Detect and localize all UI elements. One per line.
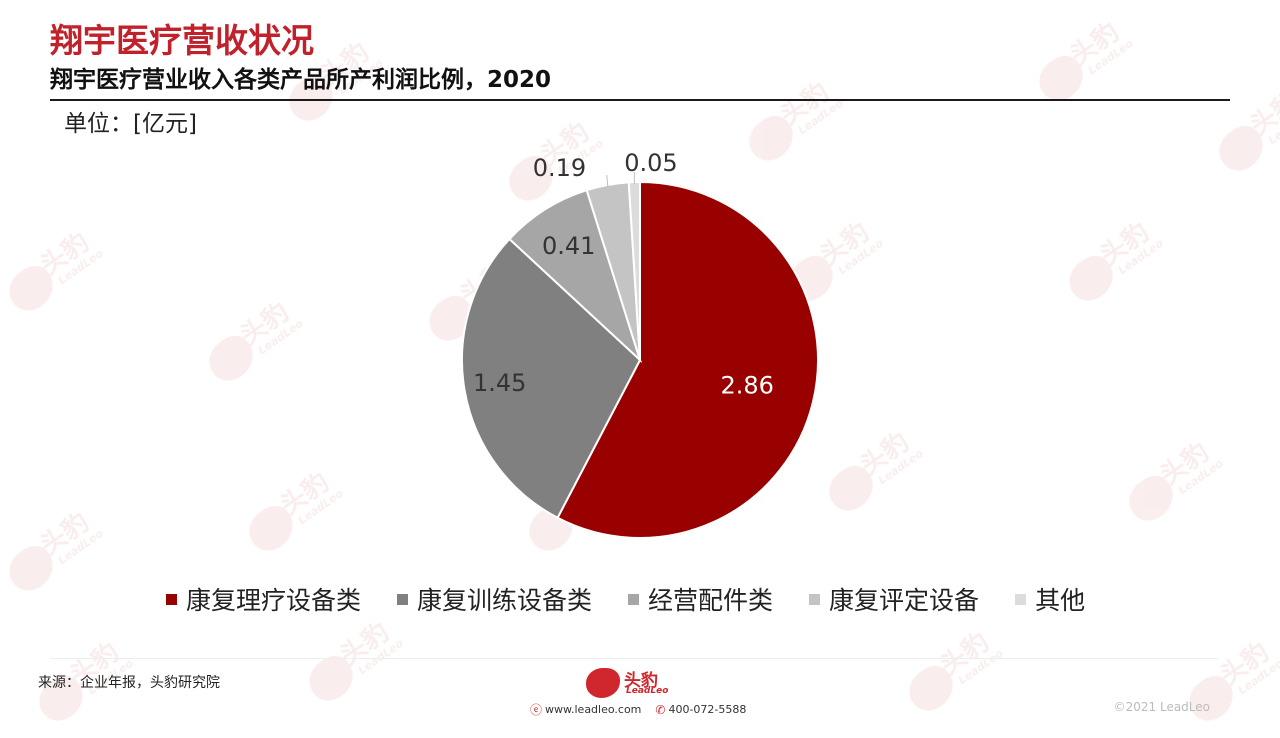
logo-subtext: LeadLeo: [626, 686, 668, 696]
legend-swatch-2: [397, 594, 408, 605]
footer-divider: [50, 658, 1218, 659]
data-label-4: 0.19: [533, 154, 586, 182]
legend-label-5: 其他: [1035, 581, 1085, 617]
website-link[interactable]: www.leadleo.com: [545, 703, 641, 716]
legend-label-1: 康复理疗设备类: [186, 581, 361, 617]
data-label-1: 2.86: [720, 371, 773, 399]
legend-item-4: 康复评定设备: [809, 581, 979, 617]
chart-legend: 康复理疗设备类 康复训练设备类 经营配件类 康复评定设备 其他: [166, 582, 1121, 616]
legend-swatch-1: [166, 594, 177, 605]
leadleo-logo: 头豹 LeadLeo: [586, 666, 676, 700]
source-note: 来源：企业年报，头豹研究院: [38, 672, 220, 692]
legend-label-4: 康复评定设备: [829, 581, 979, 617]
contact-info: ⓔ www.leadleo.com ✆ 400-072-5588: [530, 701, 746, 718]
legend-swatch-3: [628, 594, 639, 605]
web-icon: ⓔ: [530, 701, 542, 718]
legend-item-5: 其他: [1015, 581, 1085, 617]
legend-swatch-5: [1015, 594, 1026, 605]
leopard-logo-icon: [586, 668, 620, 698]
legend-item-1: 康复理疗设备类: [166, 581, 361, 617]
data-label-3: 0.41: [542, 232, 595, 260]
phone-icon: ✆: [655, 703, 665, 717]
legend-item-2: 康复训练设备类: [397, 581, 592, 617]
copyright: ©2021 LeadLeo: [1114, 700, 1210, 714]
legend-label-2: 康复训练设备类: [417, 581, 592, 617]
data-label-2: 1.45: [473, 369, 526, 397]
data-label-5: 0.05: [624, 149, 677, 177]
legend-swatch-4: [809, 594, 820, 605]
phone-number: 400-072-5588: [668, 703, 746, 716]
legend-label-3: 经营配件类: [648, 581, 773, 617]
legend-item-3: 经营配件类: [628, 581, 773, 617]
